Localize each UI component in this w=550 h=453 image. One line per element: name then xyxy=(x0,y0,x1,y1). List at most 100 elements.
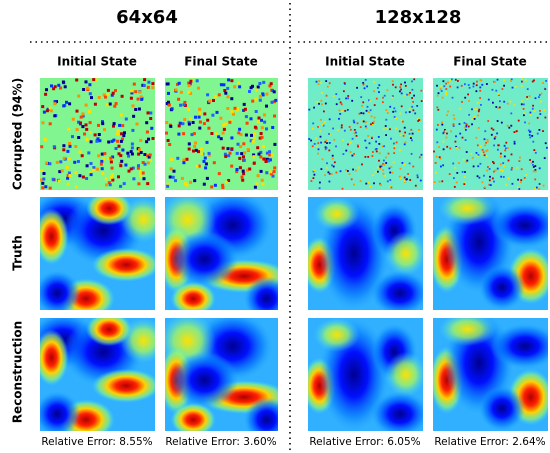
pixel xyxy=(403,135,405,137)
pixel xyxy=(500,176,502,178)
pixel xyxy=(200,152,203,155)
panel xyxy=(159,312,289,442)
pixel xyxy=(106,93,109,96)
pixel xyxy=(318,83,320,85)
pixel xyxy=(262,145,265,148)
pixel xyxy=(203,160,206,163)
pixel xyxy=(121,124,124,127)
pixel xyxy=(332,128,334,130)
pixel xyxy=(223,128,226,131)
pixel xyxy=(271,126,274,129)
pixel xyxy=(250,117,253,120)
pixel xyxy=(219,117,222,120)
pixel xyxy=(400,84,402,86)
pixel xyxy=(476,108,478,110)
pixel xyxy=(118,152,121,155)
pixel xyxy=(44,93,47,96)
pixel xyxy=(523,108,525,110)
pixel xyxy=(442,164,444,166)
pixel xyxy=(320,136,322,138)
pixel xyxy=(146,182,149,185)
pixel xyxy=(88,83,91,86)
pixel xyxy=(486,170,488,172)
pixel xyxy=(455,147,457,149)
pixel xyxy=(318,103,320,105)
pixel xyxy=(105,177,108,180)
pixel xyxy=(374,104,376,106)
pixel xyxy=(313,177,315,179)
pixel xyxy=(256,146,259,149)
pixel xyxy=(527,88,529,90)
pixel xyxy=(400,177,402,179)
pixel xyxy=(265,171,268,174)
pixel xyxy=(68,102,71,105)
pixel xyxy=(542,82,544,84)
field-blob xyxy=(439,191,497,225)
pixel xyxy=(236,152,239,155)
pixel xyxy=(507,103,509,105)
pixel xyxy=(517,186,519,188)
column-title: 128x128 xyxy=(375,7,462,28)
pixel xyxy=(317,101,319,103)
pixel xyxy=(537,133,539,135)
pixel xyxy=(179,104,182,107)
pixel xyxy=(385,134,387,136)
pixel xyxy=(265,93,268,96)
pixel xyxy=(499,100,501,102)
pixel xyxy=(260,132,263,135)
pixel xyxy=(409,135,411,137)
pixel xyxy=(328,133,330,135)
panel xyxy=(430,312,550,431)
figure: 64x64 128x128 Initial State Final State … xyxy=(0,0,550,453)
pixel xyxy=(471,108,473,110)
pixel xyxy=(495,170,497,172)
pixel xyxy=(265,160,268,163)
pixel xyxy=(487,139,489,141)
pixel xyxy=(226,87,229,90)
pixel xyxy=(404,143,406,145)
pixel xyxy=(360,96,362,98)
pixel xyxy=(389,172,391,174)
pixel xyxy=(57,84,60,87)
pixel xyxy=(395,86,397,88)
pixel xyxy=(403,164,405,166)
pixel xyxy=(370,123,372,125)
pixel xyxy=(440,166,442,168)
pixel xyxy=(214,184,217,187)
pixel xyxy=(76,110,79,113)
pixel xyxy=(232,113,235,116)
field-blob xyxy=(34,270,80,315)
field-blob xyxy=(439,312,497,346)
pixel xyxy=(520,181,522,183)
pixel xyxy=(353,122,355,124)
pixel xyxy=(421,90,423,92)
pixel xyxy=(469,87,471,89)
pixel xyxy=(365,79,367,81)
pixel xyxy=(68,157,71,160)
pixel xyxy=(487,166,489,168)
pixel xyxy=(259,95,262,98)
pixel xyxy=(95,78,98,81)
pixel xyxy=(436,129,438,131)
pixel xyxy=(270,82,273,85)
pixel xyxy=(477,115,479,117)
pixel xyxy=(409,92,411,94)
pixel xyxy=(336,103,338,105)
pixel xyxy=(351,178,353,180)
pixel xyxy=(224,123,227,126)
pixel xyxy=(546,147,548,149)
pixel xyxy=(333,96,335,98)
pixel xyxy=(265,127,268,130)
pixel xyxy=(325,103,327,105)
pixel xyxy=(255,182,258,185)
pixel xyxy=(92,169,95,172)
pixel xyxy=(326,167,328,169)
pixel xyxy=(410,137,412,139)
pixel xyxy=(273,90,276,93)
pixel xyxy=(374,117,376,119)
pixel xyxy=(510,113,512,115)
pixel xyxy=(404,177,406,179)
pixel xyxy=(521,81,523,83)
pixel xyxy=(110,160,113,163)
field-blob xyxy=(385,352,426,397)
